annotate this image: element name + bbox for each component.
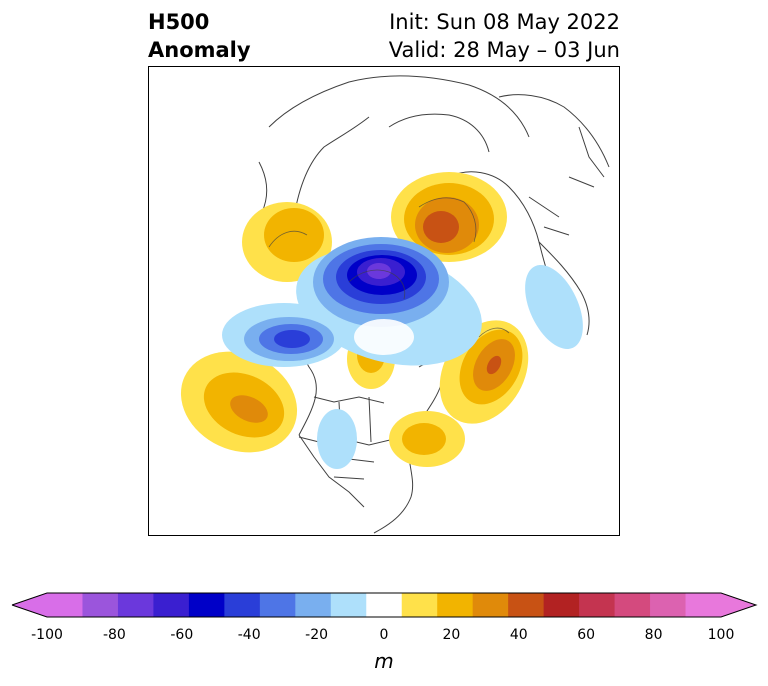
trough-europe <box>525 264 583 350</box>
colorbar-cell <box>259 593 296 617</box>
colorbar-cell <box>330 593 367 617</box>
colorbar-cells <box>47 593 722 617</box>
colorbar-cell <box>401 593 438 617</box>
colorbar-tick-label: -100 <box>31 627 63 643</box>
colorbar-tick-label: -60 <box>170 627 194 643</box>
colorbar-cell <box>685 593 722 617</box>
colorbar-cell <box>508 593 545 617</box>
colorbar-outline <box>11 592 758 618</box>
title-anomaly: Anomaly <box>148 38 251 62</box>
colorbar-unit: m <box>374 649 394 673</box>
valid-range: Valid: 28 May – 03 Jun <box>388 38 620 62</box>
colorbar-cell <box>366 593 403 617</box>
anomaly-map <box>180 75 610 534</box>
colorbar-cell <box>117 593 154 617</box>
colorbar <box>0 585 768 685</box>
negative-anomalies <box>222 237 583 469</box>
ridge-eurasia-peak <box>423 211 459 243</box>
colorbar-tick-label: 60 <box>577 627 596 643</box>
colorbar-cell <box>82 593 119 617</box>
colorbar-cell <box>650 593 687 617</box>
colorbar-cell <box>543 593 580 617</box>
colorbar-tick-label: 0 <box>379 627 389 643</box>
colorbar-cell <box>472 593 509 617</box>
title-right: Init: Sun 08 May 2022 Valid: 28 May – 03… <box>389 8 620 64</box>
colorbar-cell <box>224 593 261 617</box>
colorbar-cell <box>47 593 83 617</box>
ridge-alaska-inner <box>264 208 324 262</box>
colorbar-cell <box>295 593 332 617</box>
colorbar-tick-label: -20 <box>305 627 329 643</box>
colorbar-cell <box>579 593 616 617</box>
colorbar-svg <box>11 592 758 618</box>
colorbar-extend-high <box>721 593 756 617</box>
colorbar-tick-label: -40 <box>237 627 261 643</box>
trough-centralus <box>317 409 357 469</box>
colorbar-cell <box>153 593 190 617</box>
init-date: Init: Sun 08 May 2022 <box>389 10 620 34</box>
borders-overlay <box>268 197 510 338</box>
neutral-zone <box>354 319 414 355</box>
colorbar-tick-label: 80 <box>644 627 663 643</box>
colorbar-cell <box>188 593 225 617</box>
trough-polar-peak <box>367 263 391 279</box>
ridge-eastus-inner <box>402 423 446 455</box>
colorbar-cell <box>614 593 651 617</box>
trough-bering-peak <box>274 330 310 348</box>
title-left: H500 Anomaly <box>148 8 251 64</box>
colorbar-tick-label: 100 <box>707 627 735 643</box>
colorbar-tick-label: -80 <box>102 627 126 643</box>
colorbar-extend-low <box>12 593 47 617</box>
ridge-pacific-core <box>230 395 268 423</box>
map-panel <box>148 66 620 536</box>
title-variable: H500 <box>148 10 210 34</box>
colorbar-tick-label: 20 <box>442 627 461 643</box>
ridge-atlantic-peak <box>486 355 502 375</box>
colorbar-cell <box>437 593 474 617</box>
colorbar-tick-label: 40 <box>509 627 528 643</box>
